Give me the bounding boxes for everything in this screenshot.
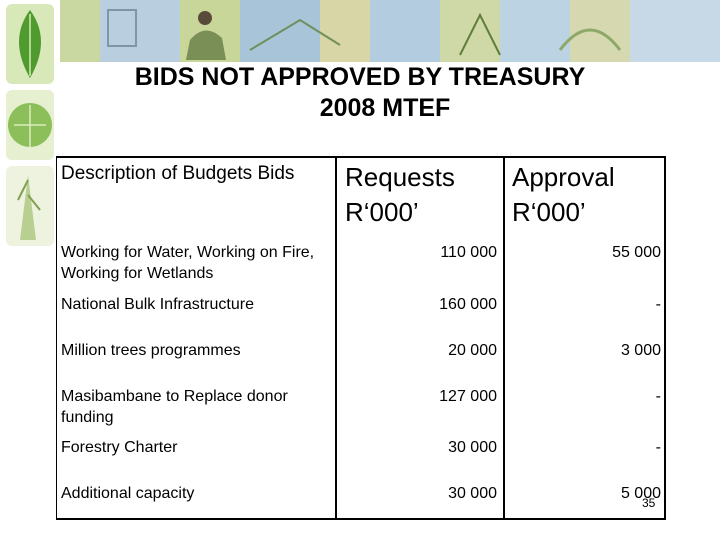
header-requests-label: Requests	[345, 162, 455, 192]
header-requests: Requests R‘000’	[345, 160, 455, 230]
header-approval: Approval R‘000’	[512, 160, 615, 230]
page-title: BIDS NOT APPROVED BY TREASURY 2008 MTEF	[0, 62, 720, 124]
row-requests: 160 000	[439, 296, 497, 313]
row-approval: 3 000	[620, 342, 661, 359]
title-line-1: BIDS NOT APPROVED BY TREASURY	[134, 63, 586, 91]
row-description: Million trees programmes	[61, 342, 241, 359]
row-description: Masibambane to Replace donor funding	[61, 388, 288, 426]
row-approval: 5 000	[620, 485, 661, 502]
row-approval: 55 000	[612, 244, 661, 261]
row-requests: 20 000	[448, 342, 497, 359]
row-description: Forestry Charter	[61, 439, 178, 456]
header-banner	[0, 0, 720, 62]
row-approval: -	[655, 439, 661, 456]
row-requests: 110 000	[440, 244, 497, 261]
row-requests: 30 000	[448, 439, 497, 456]
column-divider	[335, 158, 337, 518]
row-description: Working for Water, Working on Fire, Work…	[61, 244, 315, 282]
budget-bids-table: Description of Budgets Bids Requests R‘0…	[56, 156, 666, 520]
row-requests: 30 000	[448, 485, 497, 502]
leaf-decoration-icon	[0, 0, 60, 300]
row-approval: -	[655, 388, 661, 405]
row-requests: 127 000	[439, 388, 497, 405]
column-divider	[503, 158, 505, 518]
header-approval-label: Approval	[512, 162, 615, 192]
header-approval-unit: R‘000’	[512, 197, 586, 227]
title-line-2: 2008 MTEF	[319, 94, 451, 122]
header-requests-unit: R‘000’	[345, 197, 419, 227]
row-approval: -	[655, 296, 661, 313]
row-description: Additional capacity	[61, 485, 195, 502]
left-leaf-strip	[0, 0, 60, 300]
row-description: National Bulk Infrastructure	[61, 296, 254, 313]
banner-collage-image	[0, 0, 720, 62]
header-description: Description of Budgets Bids	[61, 163, 295, 184]
page-number: 35	[642, 496, 656, 510]
